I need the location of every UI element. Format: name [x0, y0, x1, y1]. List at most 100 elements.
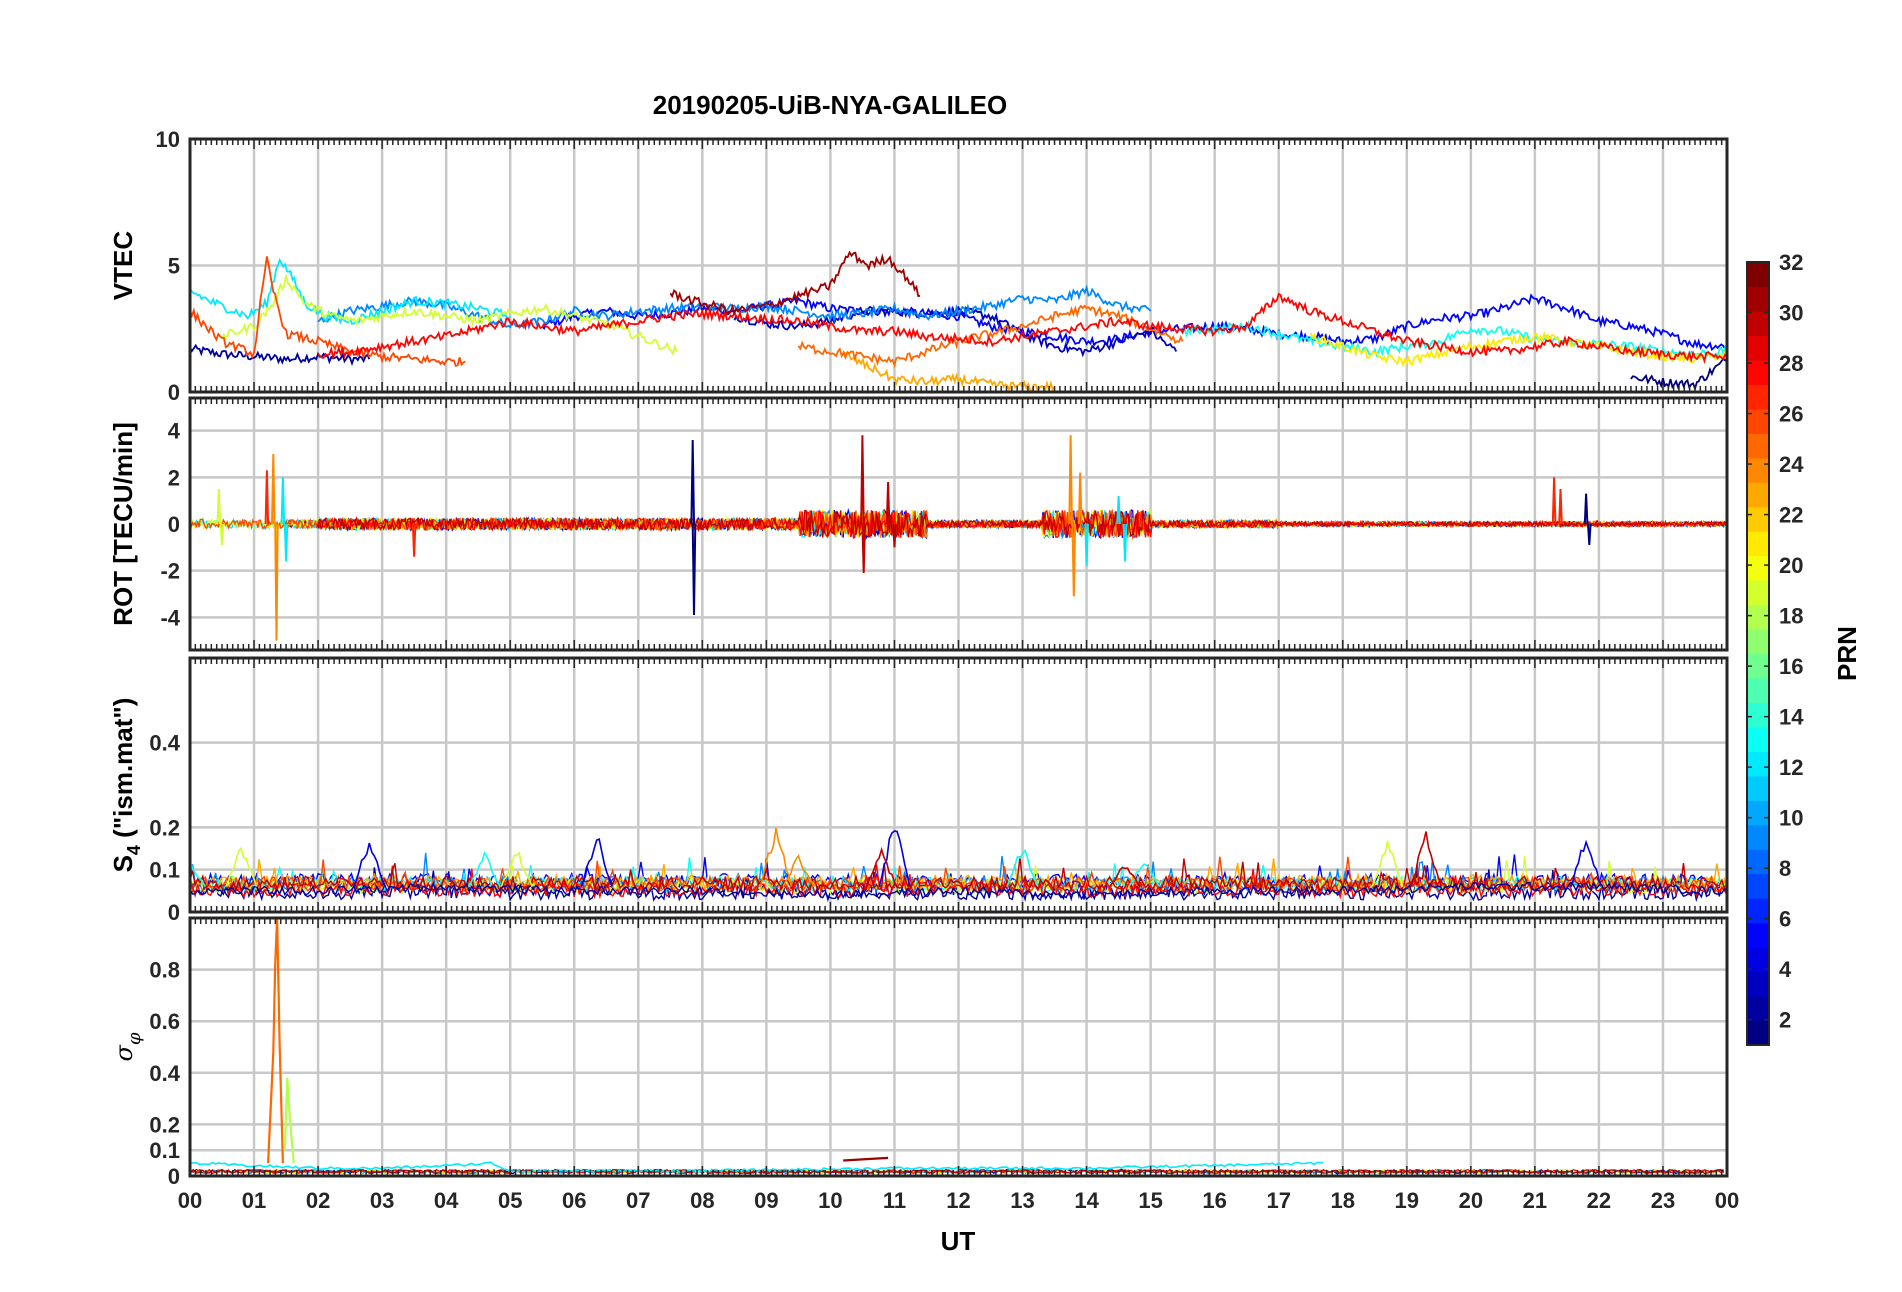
- peak-prn-4: [1569, 839, 1603, 887]
- x-tick-label: 09: [754, 1188, 778, 1213]
- x-tick-label: 16: [1202, 1188, 1226, 1213]
- peak-prn-13: [1128, 863, 1161, 888]
- colorbar-step: [1747, 359, 1769, 385]
- colorbar-step: [1747, 335, 1769, 361]
- spike-prn-27: [411, 523, 417, 557]
- colorbar-step: [1747, 262, 1769, 288]
- x-tick-label: 11: [883, 1188, 906, 1213]
- x-tick-label: 07: [626, 1188, 650, 1213]
- spike-prn-12: [1084, 523, 1089, 567]
- x-axis: 00 01 02 03 04 05 06 07 08 09 10 11 12 13 14 15 16 17 18 19…: [178, 1188, 1739, 1213]
- spike-prn-27: [1551, 477, 1557, 525]
- peak-prn-19: [500, 851, 533, 887]
- x-tick-label: 18: [1331, 1188, 1355, 1213]
- peak-prn-30: [1108, 866, 1142, 888]
- series-line-prn-13: [1182, 319, 1727, 360]
- series-line-prn-28: [190, 864, 1727, 900]
- spike-prn-24: [271, 453, 276, 525]
- series-line-prn-12: [190, 1161, 1324, 1174]
- peak-prn-30: [1409, 831, 1443, 887]
- peak-prn-13: [190, 859, 207, 888]
- colorbar-step: [1747, 824, 1769, 850]
- x-tick-label: 17: [1266, 1188, 1290, 1213]
- peak-prn-30: [865, 846, 898, 887]
- y-tick-label: 4: [168, 419, 181, 444]
- x-tick-label: 21: [1523, 1188, 1547, 1213]
- panel-border: [188, 656, 1729, 914]
- series-line-prn-2: [190, 343, 371, 367]
- colorbar-border: [1746, 261, 1770, 1046]
- spike-prn-12: [1122, 523, 1128, 562]
- y-tick-label: 0: [168, 1164, 180, 1189]
- spike-prn-12: [283, 523, 289, 562]
- colorbar-tick-label: 4: [1779, 957, 1792, 982]
- x-tick-label: 02: [306, 1188, 330, 1213]
- panel-frame: [188, 656, 1729, 914]
- colorbar-step: [1747, 726, 1769, 752]
- peak-prn-13: [468, 851, 501, 887]
- series-line-prn-26: [190, 856, 1727, 895]
- spike-prn-1: [1587, 523, 1592, 546]
- colorbar-step: [1747, 996, 1769, 1022]
- y-tick-label: 0: [168, 900, 180, 925]
- colorbar-step: [1747, 947, 1769, 973]
- spike-prn-30: [860, 435, 865, 525]
- x-tick-label: 01: [242, 1188, 266, 1213]
- spike-prn-24: [274, 523, 279, 641]
- x-tick-label: 05: [498, 1188, 522, 1213]
- colorbar-tick-label: 6: [1779, 907, 1791, 932]
- x-tick-label: 14: [1074, 1188, 1099, 1213]
- y-tick-label: 0.1: [149, 1138, 180, 1163]
- x-tick-label: 23: [1651, 1188, 1675, 1213]
- peak-prn-24: [782, 854, 815, 887]
- peak-prn-19: [225, 846, 258, 887]
- y-tick-label: 0: [168, 380, 180, 405]
- spike-prn-12: [1116, 495, 1121, 525]
- panel-data-s4: [190, 827, 1727, 903]
- peak-prn-4: [353, 842, 386, 887]
- series-line-prn-25: [797, 304, 1184, 369]
- peak-prn-18: [283, 1077, 295, 1164]
- panel-s4: 0 0.1 0.2 0.4S4 ("ism.mat"): [108, 656, 1729, 925]
- y-tick-label: 2: [168, 465, 180, 490]
- peak-prn-24: [759, 827, 793, 887]
- series-line-prn-12: [190, 257, 512, 325]
- colorbar-step: [1747, 433, 1769, 459]
- spike-prn-30: [885, 481, 891, 525]
- spike-prn-27: [1558, 488, 1563, 525]
- spike-prn-19: [219, 523, 225, 546]
- y-tick-label: 0.4: [149, 731, 180, 756]
- y-axis-label-sigma: σφ: [110, 1032, 145, 1061]
- spike-prn-19: [216, 488, 222, 525]
- series-line-prn-9: [317, 284, 1152, 330]
- peak-prn-4: [878, 830, 911, 887]
- colorbar-step: [1747, 555, 1769, 581]
- colorbar-step: [1747, 384, 1769, 410]
- colorbar-step: [1747, 800, 1769, 826]
- colorbar-step: [1747, 531, 1769, 557]
- spike-prn-30: [892, 523, 897, 548]
- colorbar-step: [1747, 310, 1769, 337]
- x-tick-label: 03: [370, 1188, 394, 1213]
- panel-sigma: 00.10.2 0.4 0.6 0.8 σφ: [110, 916, 1729, 1189]
- y-tick-label: 0.2: [149, 1112, 180, 1137]
- panel-border: [188, 137, 1729, 394]
- y-tick-label: 0.8: [149, 958, 180, 983]
- panel-border: [188, 916, 1729, 1178]
- x-tick-label: 20: [1459, 1188, 1483, 1213]
- x-axis-label: UT: [941, 1226, 976, 1256]
- panel-border: [188, 396, 1729, 652]
- colorbar-step: [1747, 506, 1769, 532]
- x-tick-label: 04: [434, 1188, 459, 1213]
- spike-prn-24: [1068, 435, 1073, 525]
- panel-vtec: 0 5 10 VTEC: [108, 127, 1729, 405]
- spike-prn-27: [264, 470, 270, 525]
- colorbar-step: [1747, 408, 1769, 434]
- colorbar-tick-label: 26: [1779, 402, 1803, 427]
- spike-prn-12: [280, 477, 286, 525]
- y-tick-label: 0: [168, 512, 180, 537]
- x-tick-label: 22: [1587, 1188, 1611, 1213]
- spike-prn-24: [1077, 472, 1083, 525]
